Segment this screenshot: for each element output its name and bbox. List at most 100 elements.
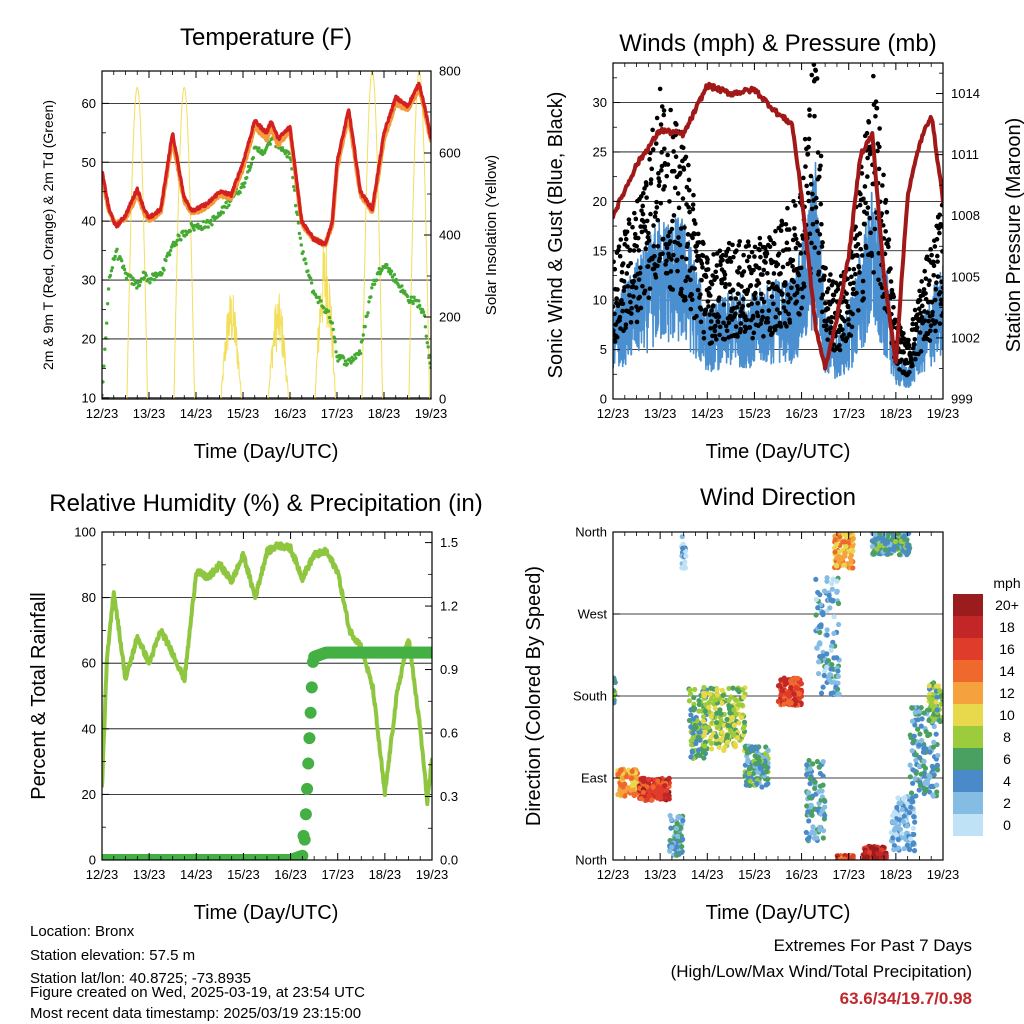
winds-y2-axis-label: Station Pressure (Maroon): [1003, 118, 1024, 353]
gust-point: [722, 272, 728, 277]
dewpoint-point: [360, 338, 365, 342]
direction-point: [882, 547, 889, 553]
gust-point: [812, 245, 818, 250]
direction-point: [736, 720, 742, 726]
direction-point: [877, 542, 883, 549]
gust-point: [631, 248, 637, 253]
direction-point: [910, 780, 916, 786]
gust-point: [727, 313, 733, 319]
direction-point: [615, 771, 621, 777]
dewpoint-point: [423, 325, 428, 329]
gust-point: [673, 154, 679, 160]
gust-point: [867, 215, 873, 221]
dewpoint-point: [248, 165, 253, 169]
direction-point: [744, 750, 750, 756]
precip-point: [305, 681, 318, 694]
gust-point: [640, 203, 646, 209]
gust-point: [664, 173, 670, 179]
dewpoint-point: [168, 248, 173, 253]
direction-point: [841, 856, 848, 860]
gust-point: [627, 292, 632, 298]
dewpoint-point: [313, 292, 318, 297]
gust-point: [919, 279, 924, 284]
dewpoint-point: [358, 351, 363, 356]
gust-point: [652, 214, 658, 219]
direction-point: [815, 670, 822, 677]
gust-point: [685, 274, 690, 280]
direction-point: [680, 836, 686, 842]
gust-point: [813, 68, 818, 73]
direction-point: [821, 672, 827, 679]
gust-point: [866, 120, 872, 125]
dewpoint-point: [225, 205, 229, 210]
direction-point: [931, 772, 937, 778]
dewpoint-point: [369, 295, 373, 299]
direction-point: [765, 776, 771, 782]
gust-point: [709, 340, 715, 345]
direction-point: [935, 752, 941, 759]
gust-point: [765, 270, 770, 276]
gust-point: [780, 264, 786, 270]
gust-point: [616, 244, 622, 249]
direction-point: [909, 705, 915, 711]
gust-point: [626, 217, 632, 222]
direction-point: [719, 729, 725, 735]
gust-point: [718, 262, 723, 268]
direction-point: [696, 701, 702, 708]
direction-point: [917, 731, 923, 737]
direction-point: [622, 781, 628, 787]
gust-point: [677, 242, 683, 248]
dewpoint-point: [311, 289, 316, 293]
direction-point: [695, 734, 702, 740]
x-tick-label: 19/23: [415, 406, 448, 421]
direction-point: [714, 710, 720, 716]
dewpoint-point: [366, 311, 370, 315]
gust-point: [927, 338, 933, 343]
y2-tick-label: 600: [439, 146, 461, 161]
direction-point: [706, 704, 712, 710]
direction-point: [938, 701, 943, 707]
dewpoint-point: [102, 364, 106, 368]
legend-swatch: [953, 704, 983, 726]
gust-point: [662, 184, 667, 189]
direction-point: [686, 717, 693, 724]
gust-point: [825, 337, 830, 342]
gust-point: [768, 325, 773, 331]
y2-tick-label: 1014: [951, 86, 980, 101]
gust-point: [888, 279, 894, 284]
gust-point: [797, 243, 803, 248]
gust-point: [670, 218, 675, 224]
direction-point: [763, 763, 769, 770]
dewpoint-point: [136, 280, 140, 285]
dewpoint-point: [131, 276, 135, 281]
gust-point: [772, 327, 778, 333]
gust-point: [713, 269, 718, 275]
direction-point: [906, 810, 913, 816]
x-tick-label: 17/23: [832, 867, 865, 882]
gust-point: [752, 296, 758, 301]
plot-frame: [101, 70, 432, 400]
direction-point: [738, 714, 744, 721]
gust-point: [659, 104, 665, 109]
gust-point: [660, 251, 665, 257]
direction-point: [691, 707, 697, 713]
direction-point: [664, 787, 670, 794]
gust-point: [646, 238, 652, 243]
gust-point: [765, 319, 771, 325]
direction-point: [666, 775, 672, 781]
dewpoint-point: [251, 156, 256, 160]
direction-point: [934, 789, 940, 795]
gust-point: [771, 271, 777, 276]
gust-point: [921, 287, 927, 292]
direction-point: [824, 664, 830, 670]
dewpoint-point: [164, 258, 168, 263]
dewpoint-point: [297, 231, 302, 236]
gust-point: [747, 325, 753, 330]
direction-point: [731, 707, 737, 713]
gust-point: [751, 267, 756, 273]
direction-point: [733, 711, 739, 717]
gust-point: [807, 107, 812, 113]
gust-point: [937, 212, 942, 218]
gust-point: [840, 327, 845, 332]
direction-point: [834, 588, 840, 594]
